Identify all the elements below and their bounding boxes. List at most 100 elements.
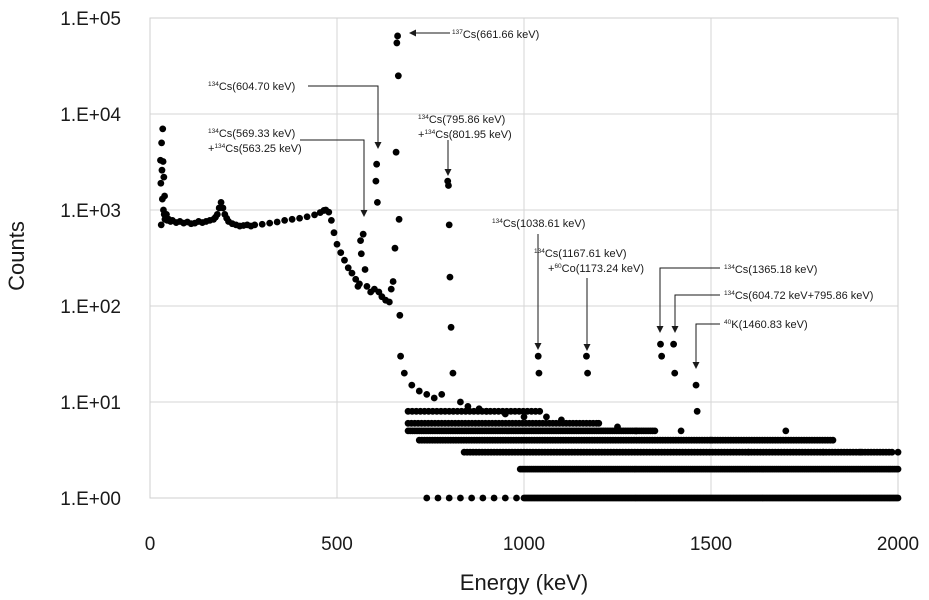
- data-point: [357, 250, 365, 258]
- annotation-label: 40K(1460.83 keV): [724, 319, 808, 331]
- annotation-label: 134Cs(1038.61 keV): [492, 218, 585, 230]
- data-point: [373, 198, 381, 206]
- annotation-label: 137Cs(661.66 keV): [452, 29, 539, 41]
- data-point: [392, 148, 400, 156]
- data-points: [157, 32, 902, 502]
- data-point: [438, 390, 446, 398]
- data-point: [445, 182, 452, 189]
- data-point: [344, 264, 352, 272]
- data-point: [258, 220, 266, 228]
- data-point: [311, 211, 318, 219]
- data-point: [157, 179, 165, 187]
- data-point: [670, 340, 677, 348]
- annotation-label: 134Cs(569.33 keV): [208, 128, 295, 140]
- y-tick-label: 1.E+02: [60, 297, 121, 318]
- annotation-arrow: [656, 267, 720, 333]
- y-tick-label: 1.E+05: [60, 9, 121, 30]
- data-point: [434, 494, 442, 502]
- data-point: [693, 407, 701, 415]
- data-point: [657, 340, 664, 348]
- data-point: [396, 311, 404, 319]
- data-point: [288, 215, 296, 223]
- data-point: [583, 352, 590, 360]
- annotation-arrow: [308, 85, 382, 149]
- annotation-label: +60Co(1173.24 keV): [548, 263, 644, 275]
- annotation-label: 134Cs(604.70 keV): [208, 81, 295, 93]
- x-axis-title: Energy (keV): [460, 570, 588, 595]
- data-point: [330, 229, 338, 237]
- data-point: [671, 369, 679, 377]
- y-tick-label: 1.E+04: [60, 105, 121, 126]
- data-point: [391, 244, 399, 252]
- data-point: [430, 394, 438, 402]
- data-point: [327, 216, 335, 224]
- data-point: [658, 352, 666, 360]
- x-tick-label: 500: [321, 534, 353, 555]
- data-point: [888, 448, 896, 456]
- data-point: [363, 283, 371, 290]
- data-point: [333, 240, 341, 248]
- data-point: [373, 160, 381, 168]
- data-point: [281, 216, 289, 224]
- annotation-label: 134Cs(1167.61 keV): [534, 248, 627, 260]
- data-point: [445, 494, 453, 502]
- data-point: [543, 413, 550, 421]
- data-point: [501, 494, 509, 502]
- data-point: [356, 280, 363, 288]
- data-point: [394, 32, 401, 40]
- data-point: [894, 448, 902, 456]
- y-tick-label: 1.E+03: [60, 201, 121, 222]
- annotation-layer: 137Cs(661.66 keV) 134Cs(604.70 keV) 134Cs(…: [208, 29, 873, 369]
- data-point: [677, 427, 685, 435]
- annotation-label: 134Cs(795.86 keV): [418, 114, 505, 126]
- data-point: [584, 369, 591, 377]
- y-axis-title: Counts: [4, 221, 29, 291]
- data-point: [394, 72, 402, 80]
- data-point: [385, 298, 393, 306]
- data-point: [159, 125, 167, 133]
- data-point: [446, 273, 454, 281]
- annotation-label: +134Cs(801.95 keV): [418, 129, 512, 141]
- data-point: [217, 198, 225, 206]
- data-point: [158, 139, 165, 147]
- tick-labels: 0 500 1000 1500 2000 1.E+00 1.E+01 1.E+02 1.E+03…: [60, 9, 919, 555]
- y-tick-label: 1.E+00: [60, 489, 121, 510]
- data-point: [449, 369, 457, 377]
- data-point: [348, 269, 356, 277]
- data-point: [829, 436, 837, 444]
- data-point: [520, 413, 528, 421]
- data-point: [468, 494, 476, 502]
- data-point: [303, 213, 311, 221]
- data-point: [251, 221, 259, 229]
- data-point: [423, 494, 431, 502]
- data-point: [894, 494, 902, 502]
- data-point: [389, 278, 397, 285]
- data-point: [361, 266, 369, 273]
- y-tick-label: 1.E+01: [60, 393, 121, 414]
- data-point: [782, 427, 790, 435]
- data-point: [457, 398, 464, 406]
- data-point: [359, 230, 367, 238]
- data-point: [447, 323, 455, 331]
- x-tick-label: 2000: [877, 534, 919, 555]
- data-point: [372, 177, 380, 185]
- annotation-arrow: [671, 294, 720, 333]
- data-point: [445, 221, 453, 229]
- data-point: [423, 390, 431, 398]
- x-tick-label: 1500: [690, 534, 732, 555]
- data-point: [213, 210, 221, 218]
- data-point: [408, 381, 416, 389]
- data-point: [692, 381, 700, 389]
- data-point: [397, 352, 404, 360]
- data-point: [593, 419, 600, 427]
- annotation-label: 134Cs(1365.18 keV): [724, 264, 817, 276]
- data-point: [395, 215, 403, 223]
- data-point: [296, 214, 303, 222]
- data-point: [479, 494, 487, 502]
- annotation-label: 134Cs(604.72 keV+795.86 keV): [724, 290, 873, 302]
- annotation-label: +134Cs(563.25 keV): [208, 143, 302, 155]
- x-tick-label: 0: [145, 534, 156, 555]
- data-point: [651, 427, 659, 435]
- data-point: [357, 237, 364, 245]
- data-point: [415, 387, 423, 395]
